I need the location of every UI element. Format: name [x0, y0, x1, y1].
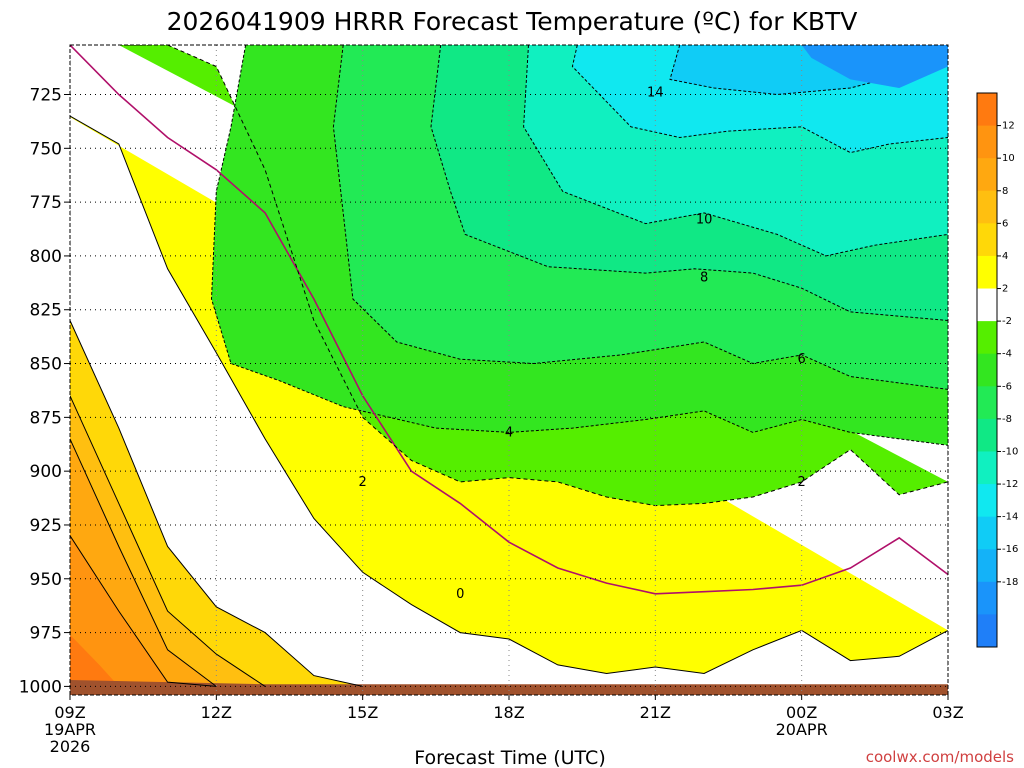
- contour-label: 8: [700, 270, 708, 285]
- x-tick-sublabel: 2026: [50, 737, 91, 756]
- colorbar-segment: [977, 451, 997, 485]
- y-tick-label: 875: [30, 408, 62, 428]
- y-tick-label: 975: [30, 624, 62, 644]
- x-tick-label: 15Z: [347, 703, 378, 722]
- y-tick-label: 950: [30, 570, 62, 590]
- plot-fills: [70, 45, 948, 695]
- x-tick-label: 00Z: [786, 703, 817, 722]
- band-below-minus-6-line: [332, 45, 948, 390]
- colorbar-segment: [977, 353, 997, 387]
- y-tick-label: 1000: [19, 677, 62, 697]
- band-above-10: [70, 535, 217, 695]
- colorbar-tick-label: 6: [1002, 218, 1008, 229]
- colorbar-tick-label: -2: [1002, 316, 1012, 327]
- colorbar-segment: [977, 549, 997, 583]
- band-above-12: [70, 634, 119, 687]
- colorbar-segment: [977, 288, 997, 322]
- contour-label: 0: [456, 587, 464, 602]
- x-tick-sublabel: 20APR: [776, 720, 828, 739]
- contour-label: 2: [359, 475, 367, 490]
- source-credit: coolwx.com/models: [866, 748, 1014, 766]
- band-below-minus-12-line: [571, 45, 948, 154]
- band-below-minus-14-line: [669, 45, 948, 96]
- contour-label: 4: [505, 425, 513, 440]
- colorbar-segment: [977, 321, 997, 355]
- x-tick-label: 18Z: [493, 703, 524, 722]
- contour-line-4: [70, 320, 363, 687]
- y-tick-label: 900: [30, 462, 62, 482]
- plot-area: 2 4 6 8 10 14 2 0 725 750 775 800 825 850 875 900 925 950…: [19, 44, 1018, 756]
- colorbar-segment: [977, 125, 997, 159]
- y-tick-label: 775: [30, 193, 62, 213]
- x-tick-label: 12Z: [201, 703, 232, 722]
- colorbar-frame: [976, 92, 998, 648]
- colorbar-segment: [977, 93, 997, 127]
- contour-label: 14: [647, 85, 664, 100]
- contour-line-10: [70, 535, 217, 687]
- contour-line-minus-2: [118, 45, 948, 507]
- colorbar-tick-label: -10: [1002, 446, 1018, 457]
- x-tick-label: 09Z: [54, 703, 85, 722]
- colorbar-tick-label: -16: [1002, 544, 1018, 555]
- colorbar-tick-label: 12: [1002, 121, 1015, 132]
- colorbar-segment: [977, 158, 997, 192]
- colorbar-tick-label: 2: [1002, 284, 1008, 295]
- colorbar-tick-label: -12: [1002, 479, 1018, 490]
- y-tick-label: 800: [30, 247, 62, 267]
- contour-label: 2: [798, 475, 806, 490]
- ground-below-surface: [70, 679, 948, 695]
- colorbar-tick-label: 4: [1002, 251, 1008, 262]
- band-below-minus-8-line: [430, 45, 948, 321]
- y-tick-label: 725: [30, 86, 62, 106]
- contour-line-8: [70, 438, 217, 687]
- colorbar-tick-label: -18: [1002, 577, 1018, 588]
- contour-label: 6: [798, 352, 806, 367]
- colorbar-segment: [977, 614, 997, 648]
- colorbar-tick-label: 8: [1002, 186, 1008, 197]
- chart-title: 2026041909 HRRR Forecast Temperature (ºC…: [167, 7, 858, 36]
- colorbar-tick-label: 10: [1002, 153, 1015, 164]
- colorbar-segment: [977, 190, 997, 224]
- x-tick-label: 21Z: [640, 703, 671, 722]
- contour-label: 10: [696, 212, 713, 227]
- band-below-minus-16: [801, 45, 948, 88]
- colorbar-segment: [977, 516, 997, 550]
- colorbar-tick-label: -6: [1002, 381, 1012, 392]
- colorbar-segment: [977, 223, 997, 257]
- colorbar-tick-label: -14: [1002, 512, 1018, 523]
- contour-line-6: [70, 395, 266, 687]
- colorbar-segment: [977, 255, 997, 290]
- colorbar-segment: [977, 581, 997, 615]
- band-below-minus-4-line: [210, 45, 948, 446]
- y-tick-label: 750: [30, 139, 62, 159]
- y-tick-label: 850: [30, 355, 62, 375]
- colorbar-segment: [977, 484, 997, 518]
- y-tick-label: 925: [30, 516, 62, 536]
- x-axis-label: Forecast Time (UTC): [414, 747, 605, 768]
- plot-frame: [69, 44, 949, 696]
- colorbar-segment: [977, 386, 997, 420]
- colorbar-tick-label: -8: [1002, 414, 1012, 425]
- x-tick-label: 03Z: [932, 703, 963, 722]
- colorbar-segment: [977, 418, 997, 452]
- x-tick-sublabel: 19APR: [44, 720, 96, 739]
- y-tick-label: 825: [30, 301, 62, 321]
- band-below-minus-10-line: [523, 45, 948, 257]
- colorbar-tick-label: -4: [1002, 349, 1012, 360]
